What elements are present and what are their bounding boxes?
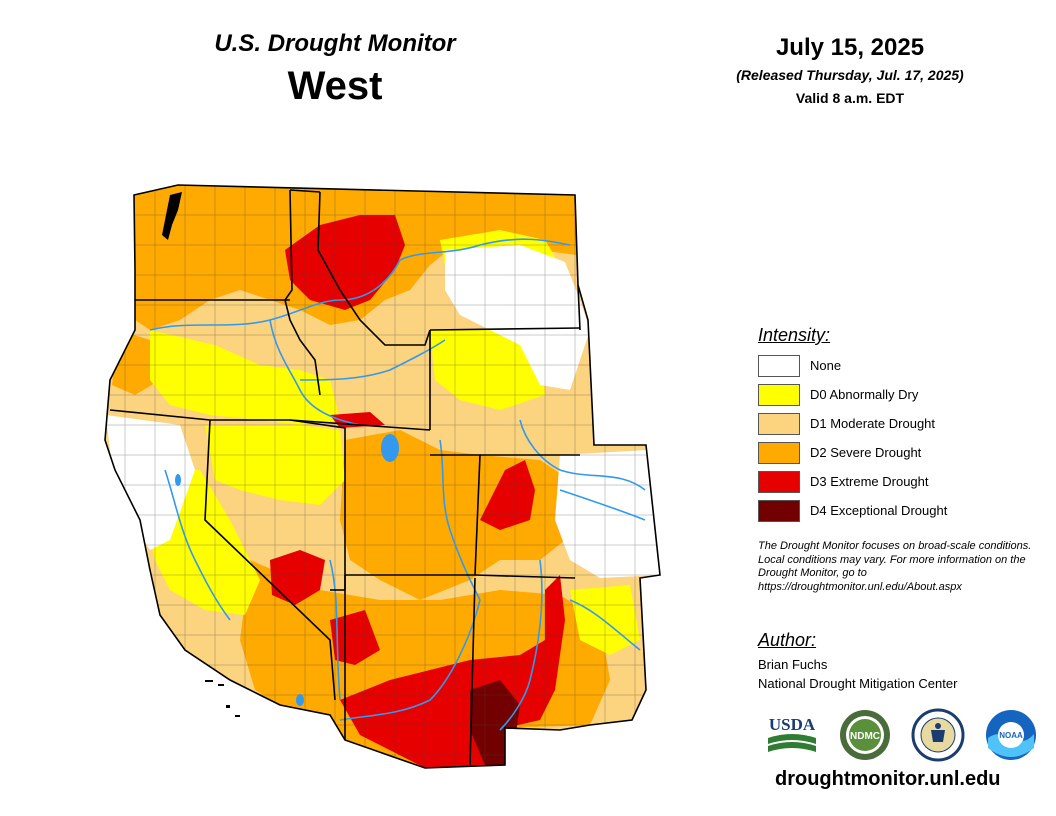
none-montana-wyoming bbox=[445, 245, 590, 390]
legend-label: D0 Abnormally Dry bbox=[810, 387, 919, 402]
legend-label: D4 Exceptional Drought bbox=[810, 503, 948, 518]
author-name: Brian Fuchs bbox=[758, 657, 828, 672]
legend-swatch bbox=[758, 471, 800, 493]
legend-label: D1 Moderate Drought bbox=[810, 416, 936, 431]
lake-tahoe bbox=[175, 474, 181, 486]
state-boundaries bbox=[104, 184, 661, 769]
commerce-seal-logo bbox=[911, 708, 965, 762]
usda-logo: USDA bbox=[768, 715, 816, 752]
legend-label: D2 Severe Drought bbox=[810, 445, 922, 460]
ndmc-logo-text: NDMC bbox=[850, 731, 880, 742]
legend-swatch bbox=[758, 384, 800, 406]
noaa-logo-text: NOAA bbox=[999, 731, 1023, 740]
map-date: July 15, 2025 bbox=[775, 34, 925, 61]
legend-label: D3 Extreme Drought bbox=[810, 474, 929, 489]
release-date: (Released Thursday, Jul. 17, 2025) bbox=[736, 67, 964, 83]
region-title: West bbox=[287, 64, 383, 108]
legend-label: None bbox=[810, 358, 842, 373]
author-organization: National Drought Mitigation Center bbox=[758, 676, 958, 691]
d3-colorado bbox=[480, 460, 535, 530]
usda-logo-text: USDA bbox=[769, 715, 816, 734]
drought-map bbox=[104, 184, 661, 769]
none-colorado-east bbox=[555, 450, 660, 578]
rivers bbox=[149, 238, 646, 731]
legend-swatch bbox=[758, 355, 800, 377]
product-title: U.S. Drought Monitor bbox=[214, 30, 456, 57]
d3-montana bbox=[285, 215, 405, 310]
author-heading: Author: bbox=[758, 630, 817, 650]
website-url[interactable]: droughtmonitor.unl.edu bbox=[775, 768, 1001, 790]
legend-swatch bbox=[758, 413, 800, 435]
none-california-north bbox=[106, 415, 195, 550]
d3-arizona bbox=[330, 610, 380, 665]
legend-swatch bbox=[758, 442, 800, 464]
d0-wyoming bbox=[430, 330, 545, 410]
county-lines bbox=[105, 185, 660, 768]
puget-sound-islands bbox=[162, 192, 182, 240]
valid-time: Valid 8 a.m. EDT bbox=[795, 90, 905, 106]
legend-title: Intensity: bbox=[758, 325, 831, 345]
noaa-logo: NOAA bbox=[986, 710, 1036, 760]
disclaimer-text: The Drought Monitor focuses on broad-sca… bbox=[758, 540, 1032, 593]
channel-islands bbox=[205, 680, 240, 717]
salton-sea bbox=[296, 694, 304, 706]
legend-swatch bbox=[758, 500, 800, 522]
d3-nevada bbox=[270, 550, 325, 605]
great-salt-lake bbox=[381, 434, 399, 462]
ndmc-logo: NDMC bbox=[840, 710, 890, 760]
